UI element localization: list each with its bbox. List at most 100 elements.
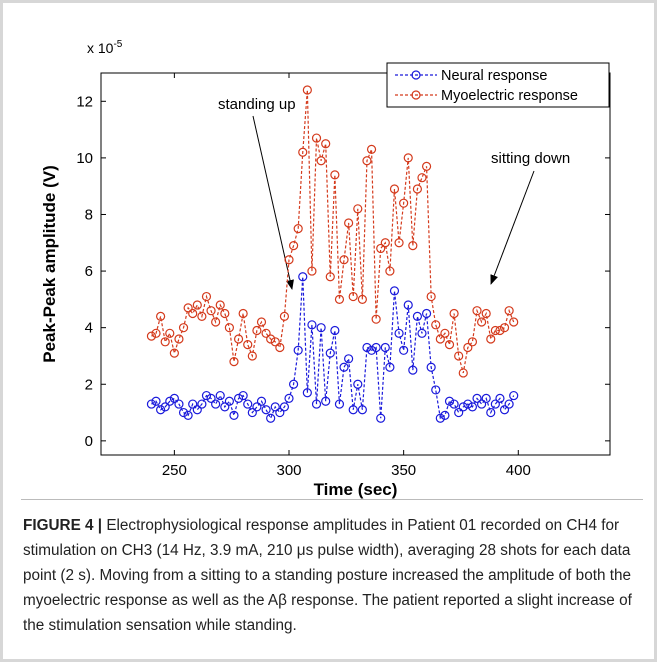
data-point bbox=[385, 362, 395, 372]
data-point bbox=[334, 399, 345, 409]
data-point bbox=[188, 399, 198, 409]
data-point bbox=[495, 393, 505, 404]
data-point bbox=[380, 342, 390, 353]
data-point bbox=[440, 410, 450, 420]
data-point bbox=[495, 325, 505, 336]
data-point bbox=[472, 306, 482, 316]
annotation: standing up bbox=[218, 96, 296, 113]
data-point bbox=[376, 243, 386, 254]
data-point bbox=[311, 133, 322, 143]
data-point bbox=[435, 413, 445, 423]
data-point bbox=[371, 314, 381, 324]
data-point bbox=[174, 399, 184, 409]
data-point bbox=[394, 328, 404, 338]
data-point bbox=[266, 413, 276, 423]
data-point bbox=[256, 396, 267, 406]
data-point bbox=[357, 405, 367, 415]
y-tick-label: 8 bbox=[85, 206, 93, 223]
data-point bbox=[499, 405, 510, 415]
x-tick-label: 350 bbox=[391, 462, 416, 479]
data-point bbox=[316, 323, 326, 333]
data-point bbox=[266, 334, 276, 344]
data-point bbox=[151, 396, 161, 406]
data-point bbox=[270, 402, 280, 412]
data-point bbox=[307, 320, 317, 330]
data-point bbox=[509, 390, 519, 401]
data-point bbox=[330, 325, 340, 336]
data-point bbox=[467, 402, 478, 412]
data-point bbox=[421, 161, 432, 171]
series bbox=[146, 272, 519, 423]
data-point bbox=[431, 385, 441, 395]
data-point bbox=[509, 317, 519, 327]
data-point bbox=[238, 308, 248, 319]
data-point bbox=[362, 342, 372, 353]
series bbox=[146, 85, 519, 378]
legend-marker bbox=[411, 70, 421, 80]
data-point bbox=[321, 396, 331, 406]
y-tick-label: 12 bbox=[76, 93, 93, 110]
y-tick-label: 2 bbox=[85, 376, 93, 393]
data-point bbox=[362, 156, 372, 166]
data-point bbox=[156, 311, 166, 321]
data-point bbox=[201, 291, 212, 302]
data-point bbox=[192, 405, 202, 415]
data-point bbox=[275, 407, 285, 418]
data-point bbox=[344, 218, 354, 228]
annotation: sitting down bbox=[491, 150, 570, 167]
data-point bbox=[160, 337, 170, 347]
data-point bbox=[302, 388, 312, 398]
data-point bbox=[325, 348, 335, 358]
data-point bbox=[293, 224, 303, 234]
y-tick-label: 4 bbox=[85, 320, 93, 337]
data-point bbox=[288, 379, 299, 389]
data-point bbox=[201, 390, 212, 401]
data-point bbox=[408, 241, 418, 251]
x-tick-label: 400 bbox=[506, 462, 531, 479]
caption-label: FIGURE 4 | bbox=[23, 517, 103, 534]
data-point bbox=[490, 399, 500, 409]
data-point bbox=[435, 334, 445, 344]
data-point bbox=[247, 407, 257, 418]
data-point bbox=[371, 342, 381, 353]
data-point bbox=[366, 144, 377, 154]
data-point bbox=[408, 365, 418, 375]
data-point bbox=[389, 184, 400, 194]
data-point bbox=[261, 328, 271, 338]
data-point bbox=[165, 328, 175, 338]
data-point bbox=[252, 402, 262, 412]
data-point bbox=[165, 396, 175, 406]
data-point bbox=[481, 393, 491, 404]
data-point bbox=[220, 402, 230, 412]
y-multiplier: x 10-5 bbox=[87, 39, 123, 56]
data-point bbox=[486, 407, 496, 418]
data-point bbox=[389, 286, 400, 296]
plot-area bbox=[100, 72, 611, 456]
data-point bbox=[174, 334, 184, 344]
data-point bbox=[169, 348, 179, 358]
data-point bbox=[188, 308, 198, 319]
caption-text: Electrophysiological response amplitudes… bbox=[23, 517, 632, 634]
data-point bbox=[178, 323, 189, 333]
data-point bbox=[270, 337, 280, 347]
y-axis-label: Peak-Peak amplitude (V) bbox=[40, 165, 59, 362]
data-point bbox=[334, 294, 345, 304]
data-point bbox=[183, 303, 193, 313]
data-point bbox=[279, 402, 290, 412]
data-point bbox=[146, 331, 157, 341]
series-line bbox=[151, 276, 515, 420]
data-point bbox=[458, 402, 468, 412]
data-point bbox=[477, 399, 487, 409]
data-point bbox=[229, 357, 239, 367]
data-point bbox=[490, 325, 500, 336]
data-point bbox=[178, 407, 189, 418]
data-point bbox=[220, 308, 230, 319]
data-point bbox=[353, 204, 363, 214]
data-point bbox=[307, 266, 317, 276]
data-point bbox=[440, 328, 450, 338]
data-point bbox=[183, 410, 193, 420]
data-point bbox=[275, 342, 285, 353]
data-point bbox=[206, 393, 216, 404]
data-point bbox=[444, 340, 455, 350]
